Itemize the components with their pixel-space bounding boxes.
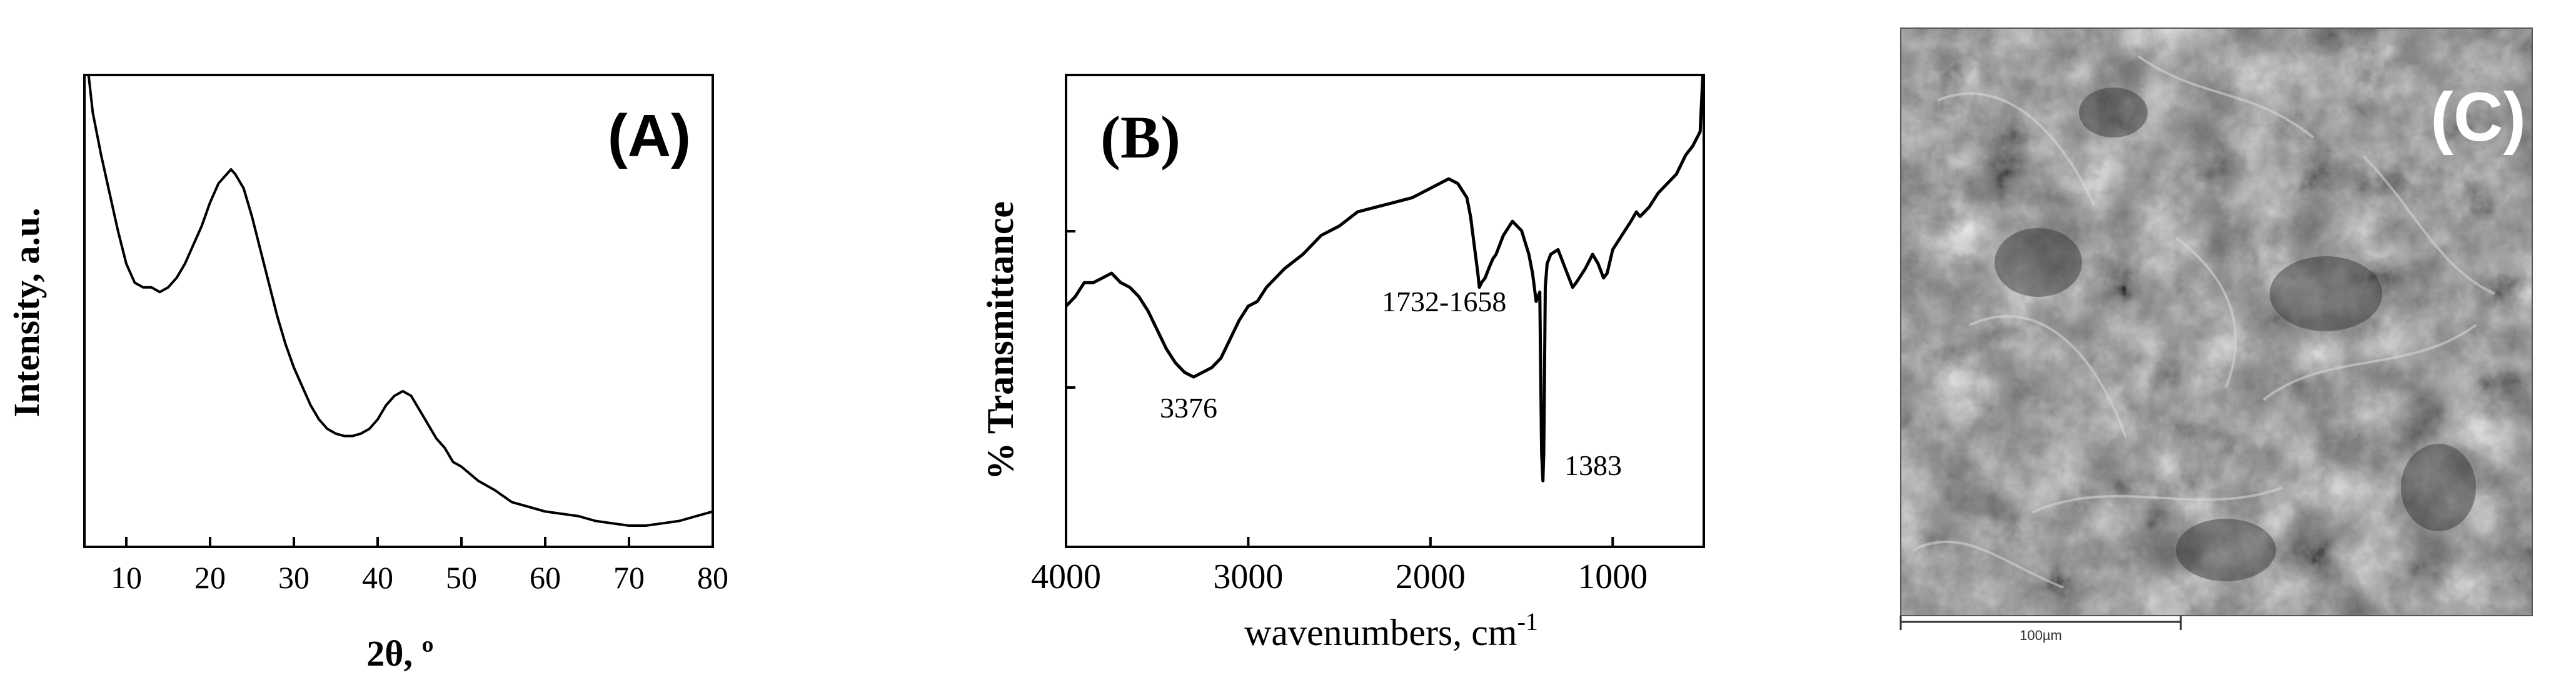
sem-dark-cavities — [1995, 88, 2476, 581]
x-b-tick-label-4000: 4000 — [1031, 558, 1101, 596]
annotation-1383: 1383 — [1564, 449, 1622, 481]
x-a-tick-label-60: 60 — [530, 560, 561, 595]
panel-label-a: (A) — [608, 102, 691, 169]
x-b-tick-label-1000: 1000 — [1577, 558, 1648, 596]
x-ticks-a: 10 20 30 40 50 60 70 80 — [111, 537, 728, 595]
scale-bar — [1899, 616, 2182, 630]
x-a-tick-label-10: 10 — [111, 560, 142, 595]
x-b-tick-label-2000: 2000 — [1396, 558, 1466, 596]
panel-c: (C) 100µm — [1899, 28, 2533, 643]
panel-label-c: (C) — [2430, 79, 2526, 156]
x-a-tick-label-30: 30 — [278, 560, 309, 595]
ftir-curve — [1065, 74, 1704, 482]
plot-frame-a — [83, 74, 714, 548]
x-b-tick-label-3000: 3000 — [1213, 558, 1283, 596]
x-a-tick-label-80: 80 — [697, 560, 728, 595]
x-a-tick-label-50: 50 — [446, 560, 477, 595]
plot-frame-b — [1065, 74, 1705, 548]
annotation-3376: 3376 — [1160, 392, 1217, 424]
scale-bar-label: 100µm — [2020, 628, 2062, 643]
annotation-1732-1658: 1732-1658 — [1382, 286, 1506, 318]
sem-flake-highlights — [1913, 55, 2495, 589]
panel-a: 10 20 30 40 50 60 70 80 (A) 2θ, º Intensity, a.… — [6, 74, 728, 674]
panel-b: 4000 3000 2000 1000 (B) 3376 1732-1658 1383… — [980, 74, 1705, 653]
y-axis-label-b: % Transmittance — [980, 201, 1021, 480]
x-ticks-b: 4000 3000 2000 1000 — [1031, 537, 1648, 596]
xrd-curve — [87, 74, 713, 527]
x-a-tick-label-20: 20 — [194, 560, 226, 595]
sem-image-fine-texture — [1901, 28, 2532, 616]
panel-label-b: (B) — [1100, 104, 1180, 171]
sem-image-frame — [1900, 28, 2533, 616]
y-axis-label-a: Intensity, a.u. — [6, 208, 47, 417]
x-axis-label-b: wavenumbers, cm-1 — [1244, 608, 1538, 653]
x-a-tick-label-70: 70 — [613, 560, 645, 595]
x-axis-label-a: 2θ, º — [366, 633, 433, 674]
x-a-tick-label-40: 40 — [362, 560, 393, 595]
